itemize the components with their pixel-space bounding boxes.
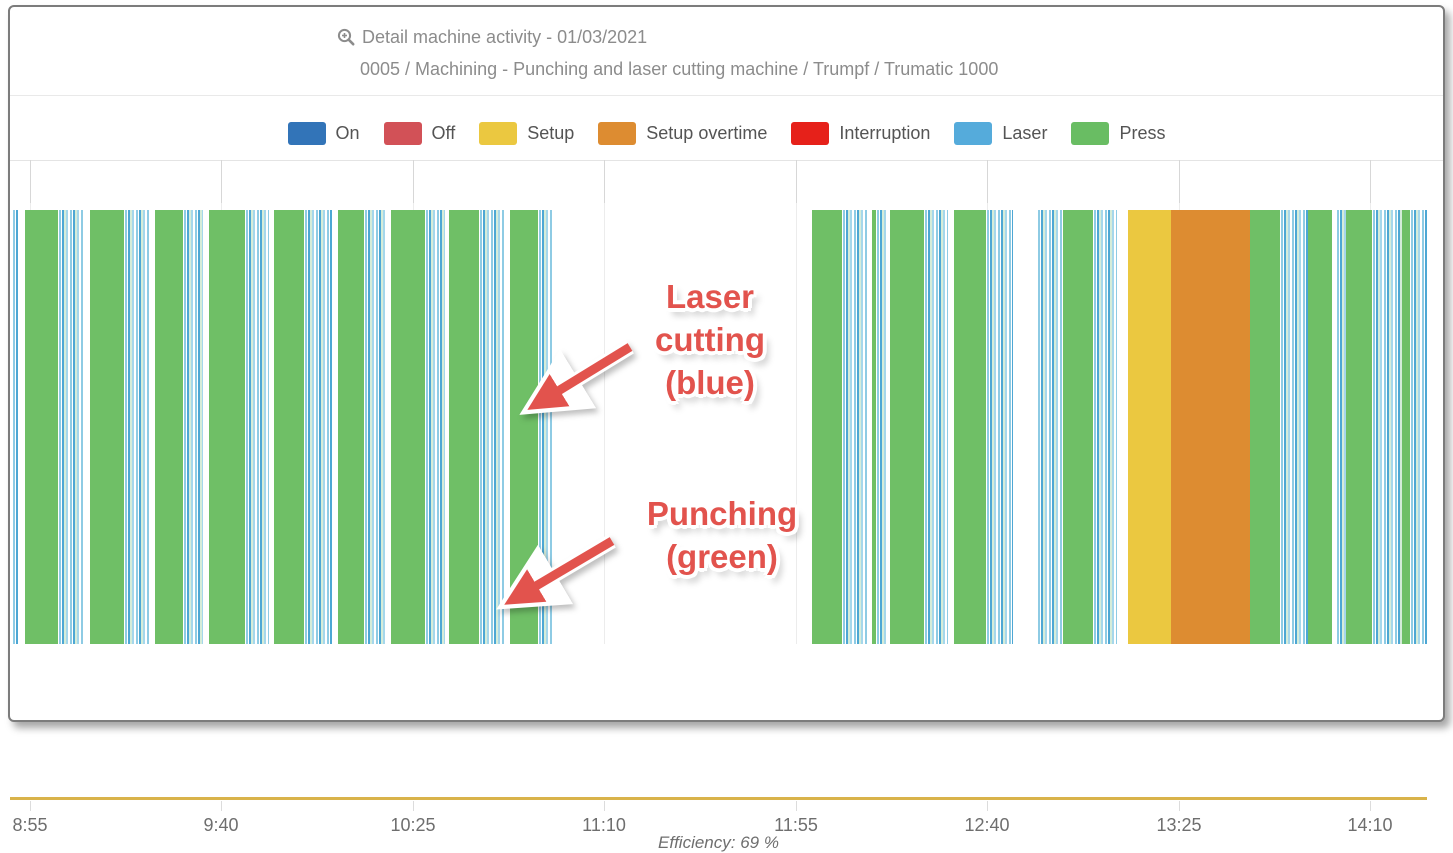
segment-press[interactable] (872, 210, 876, 644)
legend-label: Setup overtime (646, 122, 768, 143)
segment-laser[interactable] (1410, 210, 1427, 644)
top-tick (1179, 160, 1180, 203)
legend-item-setup-overtime[interactable]: Setup overtime (598, 121, 768, 145)
segment-press[interactable] (338, 210, 364, 644)
legend-item-setup[interactable]: Setup (479, 121, 575, 145)
legend-swatch (287, 121, 326, 145)
segment-laser[interactable] (12, 210, 18, 644)
legend-item-off[interactable]: Off (383, 121, 456, 145)
legend-swatch (383, 121, 422, 145)
axis-tick (221, 801, 222, 811)
header-separator (10, 95, 1443, 96)
axis-tick (796, 801, 797, 811)
activity-timeline-plot[interactable]: 8:55 9:40 10:25 11:10 11:55 12:40 13:25 14:10 L… (10, 160, 1427, 852)
legend-label: Press (1119, 122, 1166, 143)
top-tick (987, 160, 988, 203)
annotation-text: Laser cutting (blue) (655, 278, 765, 401)
annotation-text: Punching (green) (646, 495, 798, 575)
chart-title-row: Detail machine activity - 01/03/2021 (337, 27, 647, 48)
axis-tick (1370, 801, 1371, 811)
top-tick (30, 160, 31, 203)
segment-laser[interactable] (124, 210, 150, 644)
axis-tick (30, 801, 31, 811)
segment-laser[interactable] (58, 210, 84, 644)
top-tick (1370, 160, 1371, 203)
segment-laser[interactable] (1372, 210, 1402, 644)
gridline (604, 160, 605, 644)
segment-setup[interactable] (1128, 210, 1171, 644)
segment-press[interactable] (391, 210, 425, 644)
segment-laser[interactable] (1336, 210, 1346, 644)
machine-subtitle: 0005 / Machining - Punching and laser cu… (360, 59, 999, 79)
segment-press[interactable] (1346, 210, 1372, 644)
segment-press[interactable] (90, 210, 124, 644)
axis-tick (987, 801, 988, 811)
top-tick (796, 160, 797, 203)
segment-press[interactable] (510, 210, 538, 644)
segment-press[interactable] (812, 210, 842, 644)
segment-press[interactable] (209, 210, 245, 644)
segment-laser[interactable] (924, 210, 948, 644)
segment-press[interactable] (274, 210, 304, 644)
segment-laser[interactable] (183, 210, 203, 644)
segment-laser[interactable] (842, 210, 868, 644)
segment-laser[interactable] (479, 210, 505, 644)
gridline (796, 160, 797, 644)
legend-item-laser[interactable]: Laser (954, 121, 1048, 145)
legend-label: On (335, 122, 360, 143)
segment-setup_ot[interactable] (1171, 210, 1250, 644)
segment-laser[interactable] (986, 210, 1013, 644)
page-title: Detail machine activity - 01/03/2021 (362, 27, 648, 47)
chart-legend: On Off Setup Setup overtime Interruption Lase… (10, 113, 1443, 153)
top-tick (221, 160, 222, 203)
machine-activity-card: Detail machine activity - 01/03/2021 000… (8, 5, 1445, 852)
legend-label: Interruption (839, 122, 931, 143)
legend-swatch (598, 121, 637, 145)
axis-tick (1179, 801, 1180, 811)
legend-label: Laser (1002, 122, 1048, 143)
segment-press[interactable] (1402, 210, 1410, 644)
segment-laser[interactable] (1037, 210, 1063, 644)
segment-press[interactable] (1308, 210, 1332, 644)
axis-tick (413, 801, 414, 811)
segment-laser[interactable] (245, 210, 269, 644)
segment-laser[interactable] (1093, 210, 1117, 644)
zoom-in-icon[interactable] (337, 28, 356, 47)
top-tick (413, 160, 414, 203)
segment-press[interactable] (25, 210, 58, 644)
segment-laser[interactable] (538, 210, 553, 644)
axis-tick (604, 801, 605, 811)
legend-item-on[interactable]: On (287, 121, 360, 145)
legend-label: Setup (527, 122, 575, 143)
segment-press[interactable] (449, 210, 479, 644)
segment-laser[interactable] (304, 210, 332, 644)
segment-laser[interactable] (364, 210, 386, 644)
efficiency-label: Efficiency: 69 % (658, 833, 779, 852)
legend-swatch (479, 121, 518, 145)
legend-item-interruption[interactable]: Interruption (791, 121, 931, 145)
segment-press[interactable] (155, 210, 183, 644)
legend-swatch (1071, 121, 1110, 145)
segment-laser[interactable] (876, 210, 886, 644)
legend-swatch (954, 121, 993, 145)
segment-laser[interactable] (425, 210, 445, 644)
segment-press[interactable] (1250, 210, 1280, 644)
legend-item-press[interactable]: Press (1071, 121, 1166, 145)
plot-top-axis-line (10, 160, 1443, 161)
legend-label: Off (431, 122, 456, 143)
segment-press[interactable] (1063, 210, 1093, 644)
segment-laser[interactable] (1280, 210, 1308, 644)
top-tick (604, 160, 605, 203)
legend-swatch (791, 121, 830, 145)
segment-press[interactable] (890, 210, 924, 644)
x-axis-line (10, 797, 1427, 800)
segment-press[interactable] (954, 210, 986, 644)
